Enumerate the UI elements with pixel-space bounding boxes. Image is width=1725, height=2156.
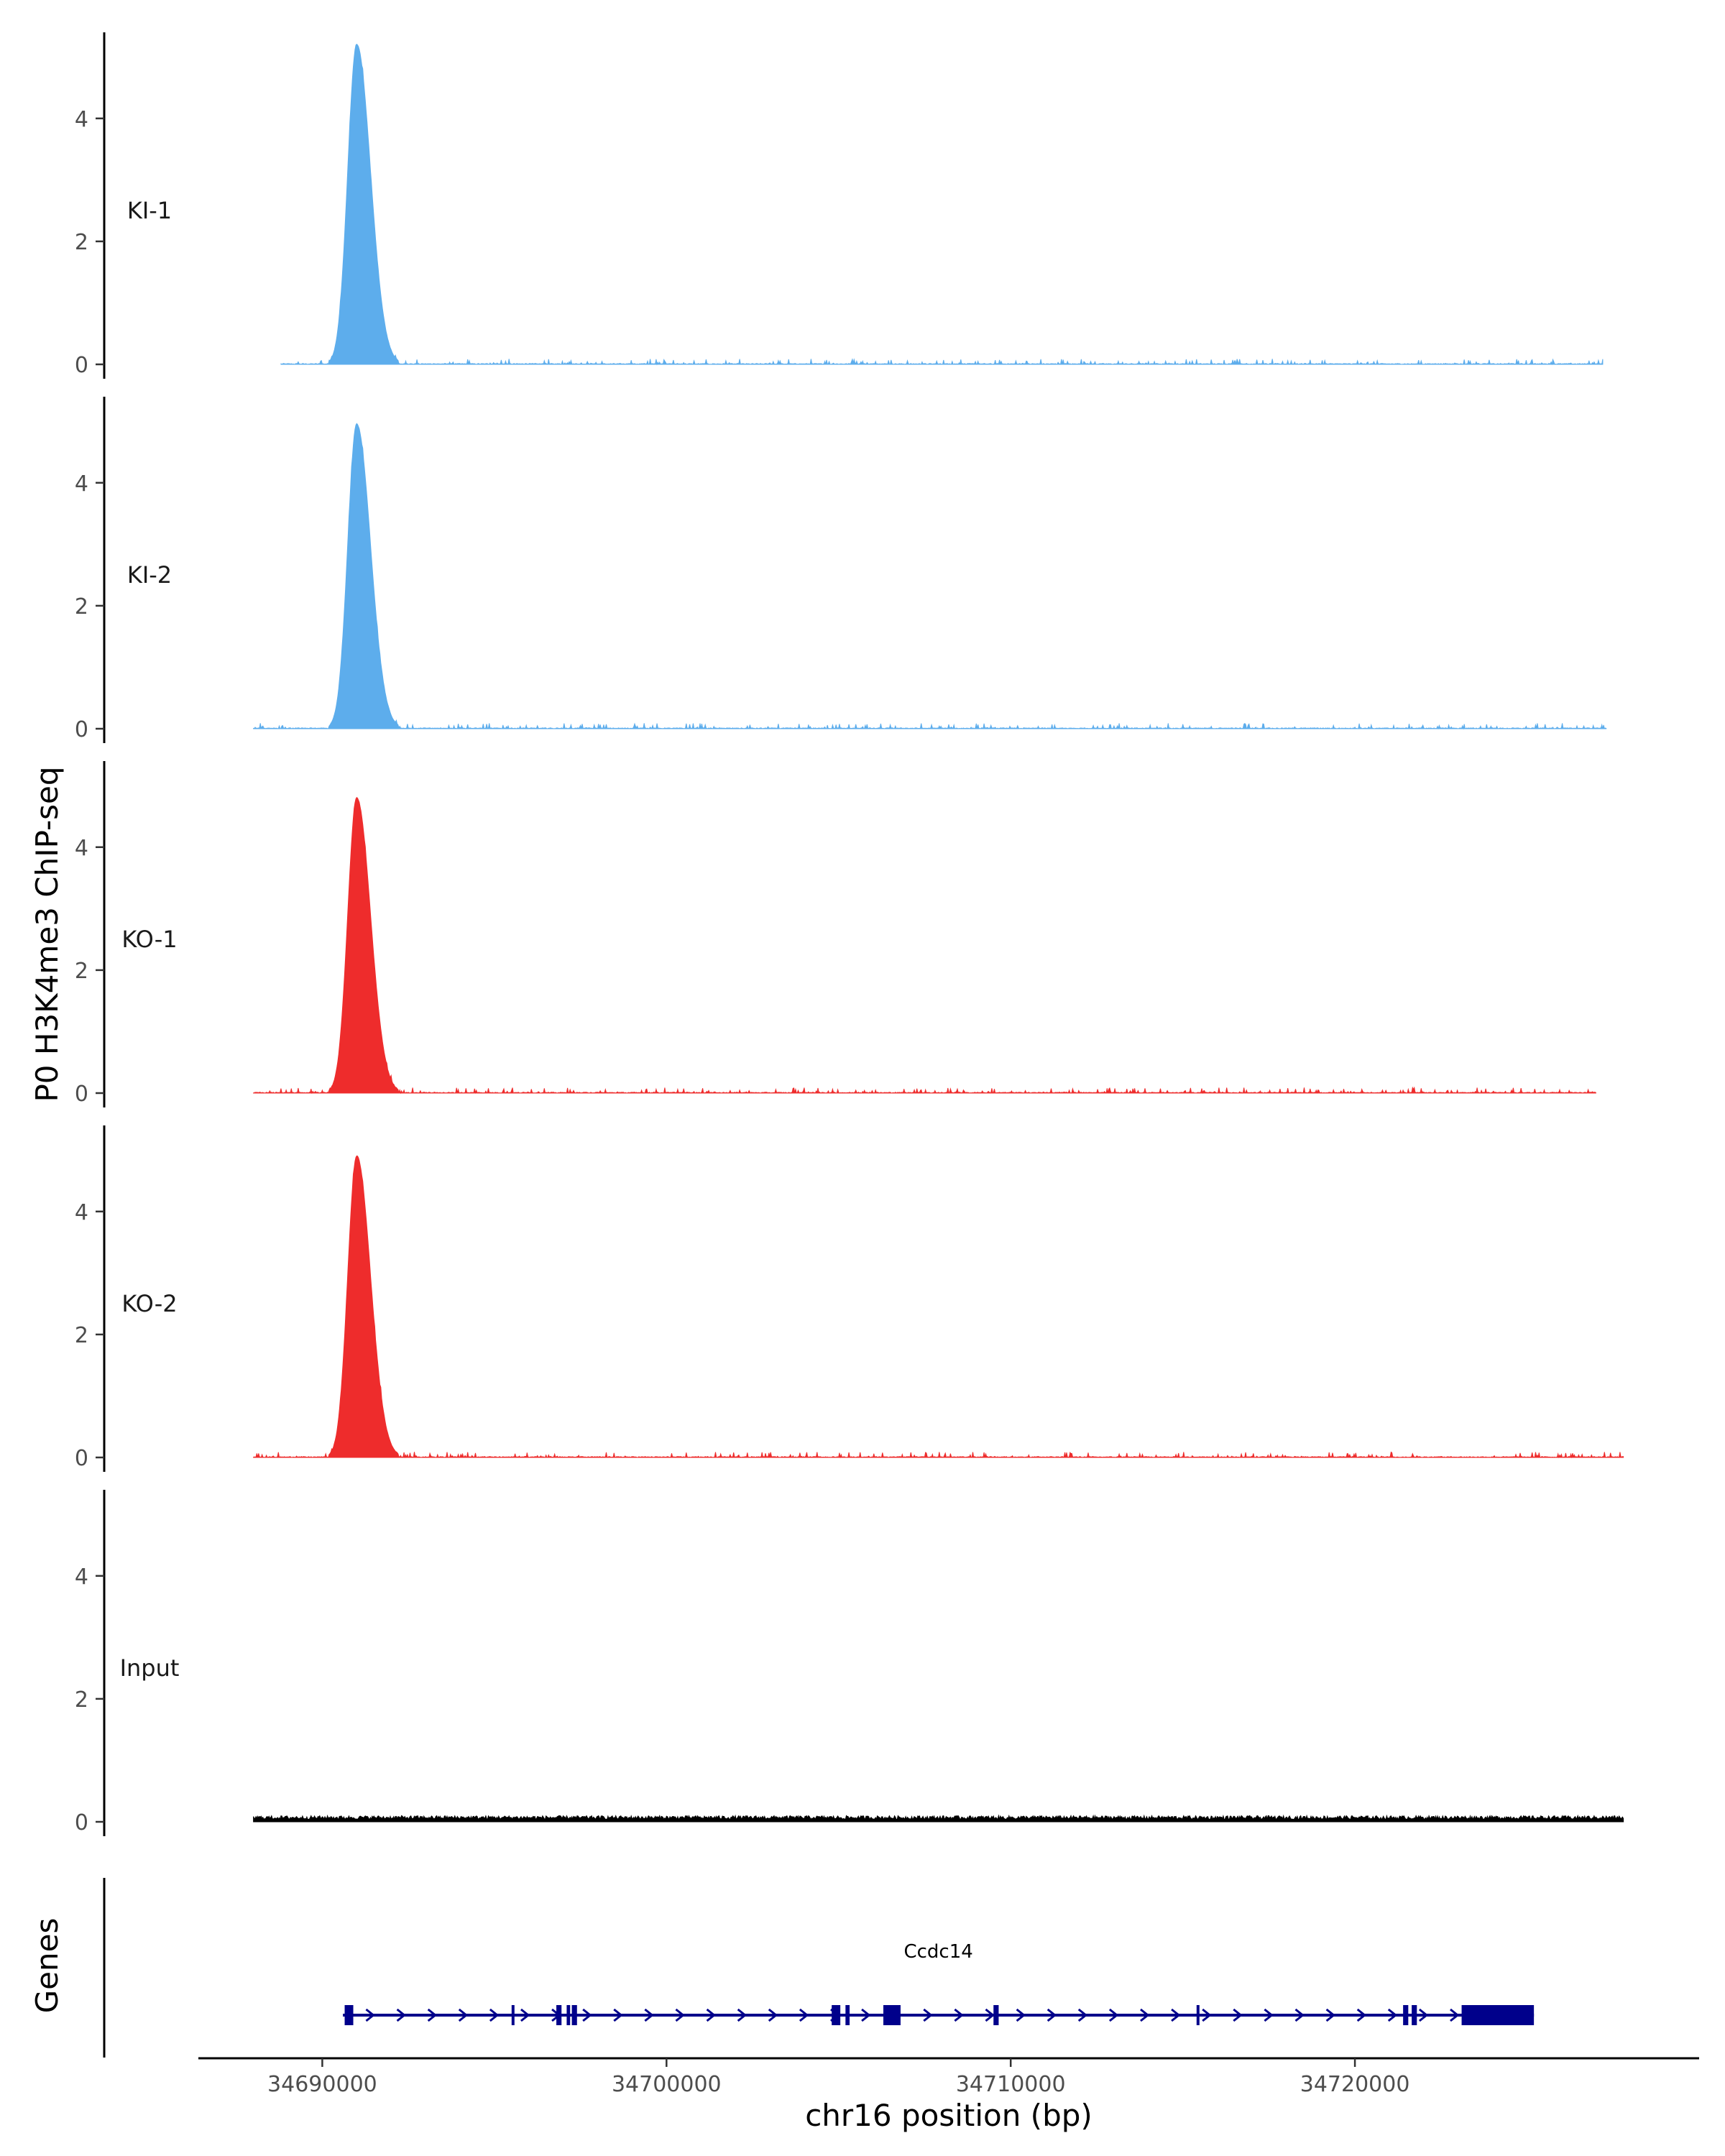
track-ki-2: 0 2 4 KI-2 bbox=[75, 397, 1607, 743]
gene-exon bbox=[993, 2005, 999, 2025]
y-tick-label: 2 bbox=[75, 1687, 88, 1713]
strand-arrow bbox=[1264, 2008, 1274, 2022]
strand-arrow bbox=[365, 2008, 375, 2022]
strand-arrow bbox=[985, 2008, 995, 2022]
coverage-area bbox=[253, 1814, 1624, 1823]
x-tick-label: 34720000 bbox=[1300, 2072, 1410, 2097]
strand-arrow bbox=[1046, 2008, 1057, 2022]
strand-arrow bbox=[644, 2008, 654, 2022]
track-label: KO-1 bbox=[121, 926, 177, 953]
y-tick-label: 2 bbox=[75, 230, 88, 255]
strand-arrow bbox=[427, 2008, 438, 2022]
coverage-area bbox=[280, 43, 1604, 366]
strand-arrow bbox=[613, 2008, 623, 2022]
strand-arrow bbox=[489, 2008, 500, 2022]
y-tick-label: 4 bbox=[75, 107, 88, 132]
y-tick-label: 0 bbox=[75, 717, 88, 742]
track-ko-1: 0 2 4 KO-1 bbox=[75, 761, 1596, 1107]
strand-arrow bbox=[768, 2008, 778, 2022]
y-tick-label: 4 bbox=[75, 471, 88, 497]
strand-arrow bbox=[1450, 2008, 1460, 2022]
gene-exon bbox=[1196, 2005, 1200, 2025]
strand-arrow bbox=[1016, 2008, 1026, 2022]
strand-arrow bbox=[923, 2008, 933, 2022]
strand-arrow bbox=[1077, 2008, 1088, 2022]
strand-arrow bbox=[954, 2008, 964, 2022]
strand-arrow bbox=[1202, 2008, 1212, 2022]
y-tick-label: 0 bbox=[75, 1810, 88, 1835]
y-tick-label: 2 bbox=[75, 959, 88, 984]
coverage-area bbox=[253, 796, 1596, 1095]
y-tick-label: 0 bbox=[75, 1446, 88, 1471]
strand-arrow bbox=[1108, 2008, 1119, 2022]
track-input: 0 2 4 Input bbox=[75, 1490, 1624, 1836]
x-tick-label: 34710000 bbox=[956, 2072, 1066, 2097]
strand-arrow bbox=[1387, 2008, 1398, 2022]
strand-arrow bbox=[520, 2008, 530, 2022]
coverage-area bbox=[253, 1155, 1624, 1459]
gene-exon bbox=[883, 2005, 901, 2025]
gene-exon bbox=[845, 2005, 850, 2025]
y-tick-label: 0 bbox=[75, 353, 88, 378]
y-tick-label: 2 bbox=[75, 1323, 88, 1348]
y-tick-label: 4 bbox=[75, 1565, 88, 1590]
gene-name-label: Ccdc14 bbox=[903, 1941, 972, 1963]
strand-arrow bbox=[1356, 2008, 1367, 2022]
genes-axis-title: Genes bbox=[29, 1918, 65, 2014]
strand-arrow bbox=[861, 2008, 871, 2022]
strand-arrow bbox=[1171, 2008, 1181, 2022]
gene-exon bbox=[1403, 2005, 1409, 2025]
x-axis: 34690000 34700000 34710000 34720000 bbox=[198, 2057, 1699, 2097]
x-tick-label: 34700000 bbox=[612, 2072, 722, 2097]
coverage-area bbox=[253, 423, 1607, 730]
track-label: KO-2 bbox=[121, 1290, 177, 1317]
y-axis-title: P0 H3K4me3 ChIP-seq bbox=[29, 766, 65, 1102]
y-tick-label: 2 bbox=[75, 594, 88, 619]
gene-exon bbox=[556, 2005, 562, 2025]
y-tick-label: 0 bbox=[75, 1082, 88, 1107]
y-tick-label: 4 bbox=[75, 836, 88, 861]
strand-arrow bbox=[1294, 2008, 1305, 2022]
gene-track: Ccdc14 bbox=[103, 1878, 1535, 2058]
gene-exon bbox=[571, 2005, 577, 2025]
strand-arrow bbox=[396, 2008, 406, 2022]
y-tick-label: 4 bbox=[75, 1200, 88, 1225]
gene-exon bbox=[511, 2005, 515, 2025]
strand-arrow bbox=[799, 2008, 809, 2022]
track-label: Input bbox=[120, 1654, 180, 1682]
track-label: KI-2 bbox=[127, 561, 172, 589]
coverage-tracks: 0 2 4 KI-1 0 2 4 KI-2 0 2 4 KO-1 0 2 4 KO-2 0 2 4 Input bbox=[75, 32, 1624, 1836]
strand-arrow bbox=[1140, 2008, 1150, 2022]
strand-arrow bbox=[1325, 2008, 1335, 2022]
track-label: KI-1 bbox=[127, 197, 172, 224]
x-tick-label: 34690000 bbox=[267, 2072, 377, 2097]
x-axis-title: chr16 position (bp) bbox=[805, 2098, 1092, 2133]
track-ko-2: 0 2 4 KO-2 bbox=[75, 1125, 1624, 1472]
gene-exon bbox=[1461, 2005, 1535, 2025]
gene-exon bbox=[1412, 2005, 1417, 2025]
strand-arrow bbox=[675, 2008, 685, 2022]
gene-exon bbox=[832, 2005, 841, 2025]
strand-arrow bbox=[737, 2008, 748, 2022]
strand-arrow bbox=[1418, 2008, 1429, 2022]
strand-arrow bbox=[706, 2008, 716, 2022]
track-ki-1: 0 2 4 KI-1 bbox=[75, 32, 1604, 379]
gene-model: Ccdc14 bbox=[343, 1941, 1535, 2025]
strand-arrow bbox=[1233, 2008, 1243, 2022]
strand-arrow bbox=[458, 2008, 469, 2022]
strand-arrow bbox=[582, 2008, 592, 2022]
gene-exon bbox=[566, 2005, 571, 2025]
gene-exon bbox=[344, 2005, 354, 2025]
